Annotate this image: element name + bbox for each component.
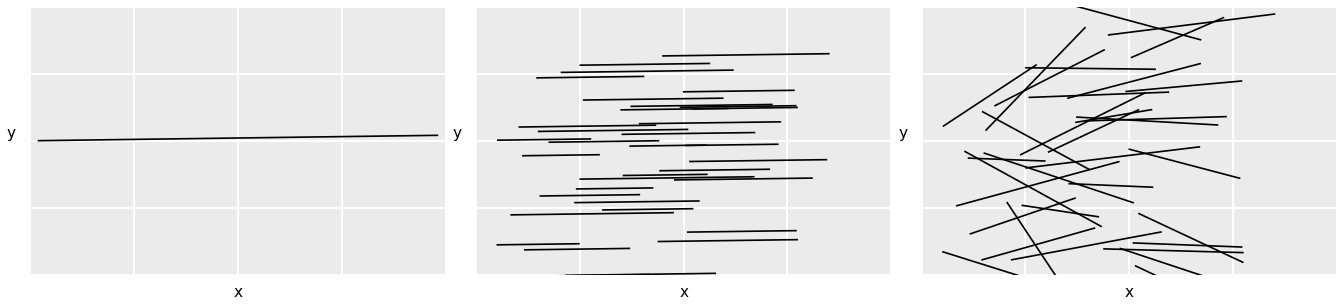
Y-axis label: y: y <box>453 126 461 141</box>
Y-axis label: y: y <box>898 126 907 141</box>
X-axis label: x: x <box>234 285 242 300</box>
X-axis label: x: x <box>679 285 688 300</box>
X-axis label: x: x <box>1125 285 1134 300</box>
Y-axis label: y: y <box>7 126 16 141</box>
